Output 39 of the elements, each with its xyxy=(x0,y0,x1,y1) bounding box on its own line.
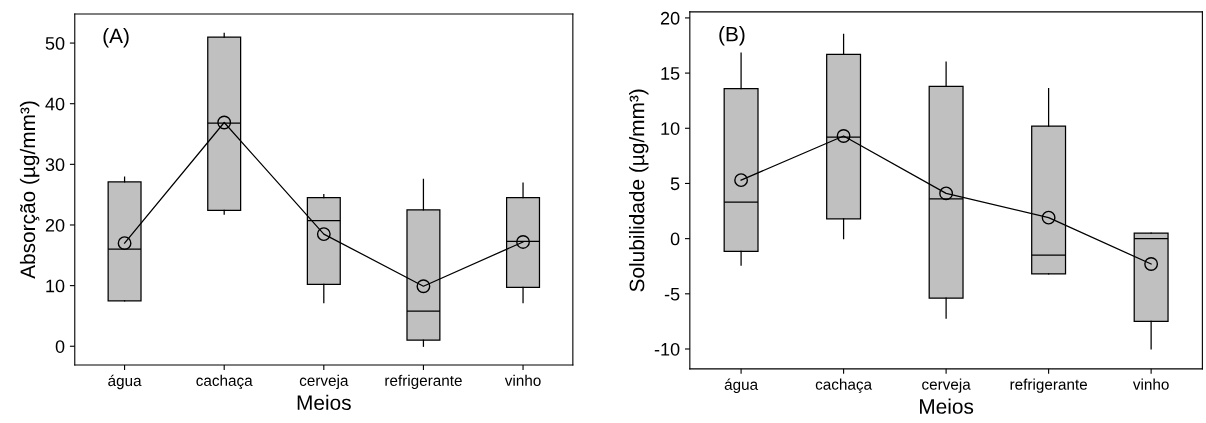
point xyxy=(316,227,331,242)
y-axis-title: Absorção (µg/mm³) xyxy=(19,101,40,279)
y-tick-label: 15 xyxy=(661,67,680,80)
y-tick-label: 20 xyxy=(660,11,680,25)
y-tick-label: -5 xyxy=(664,287,680,301)
annotation: (A) xyxy=(103,28,129,48)
x-axis-title: Meios xyxy=(920,398,974,414)
point xyxy=(939,186,954,201)
x-tick-label: cerveja xyxy=(922,378,971,393)
y-tick-label: 0 xyxy=(670,232,680,246)
point xyxy=(516,235,530,249)
x-axis-title: Meios xyxy=(297,394,351,411)
x-tick-label: refrigerante xyxy=(1010,378,1088,393)
y-tick-label: 5 xyxy=(670,177,680,191)
y-tick-label: 0 xyxy=(55,340,65,353)
x-tick-label: cerveja xyxy=(299,374,349,390)
y-axis-title: Solubilidade (µg/mm³) xyxy=(629,89,649,292)
point xyxy=(217,115,232,130)
y-tick-label: -10 xyxy=(654,342,680,356)
x-tick-label: refrigerante xyxy=(385,374,462,390)
y-tick-label: 30 xyxy=(45,158,65,172)
x-tick-label: cachaça xyxy=(196,374,253,390)
x-tick-label: vinho xyxy=(504,374,541,386)
y-tick-label: 10 xyxy=(661,122,680,135)
point xyxy=(416,279,431,294)
point xyxy=(117,236,132,251)
y-tick-label: 10 xyxy=(46,279,65,293)
point xyxy=(1144,257,1159,271)
point xyxy=(734,173,749,188)
point xyxy=(1041,210,1056,225)
x-tick-label: vinho xyxy=(1132,378,1169,390)
point xyxy=(836,129,851,143)
y-tick-label: 40 xyxy=(45,97,65,111)
x-tick-label: água xyxy=(724,378,759,393)
x-tick-label: cachaça xyxy=(815,378,873,393)
y-tick-label: 20 xyxy=(45,218,65,232)
annotation: (B) xyxy=(719,26,745,46)
y-tick-label: 50 xyxy=(45,37,65,50)
x-tick-label: água xyxy=(108,374,142,390)
